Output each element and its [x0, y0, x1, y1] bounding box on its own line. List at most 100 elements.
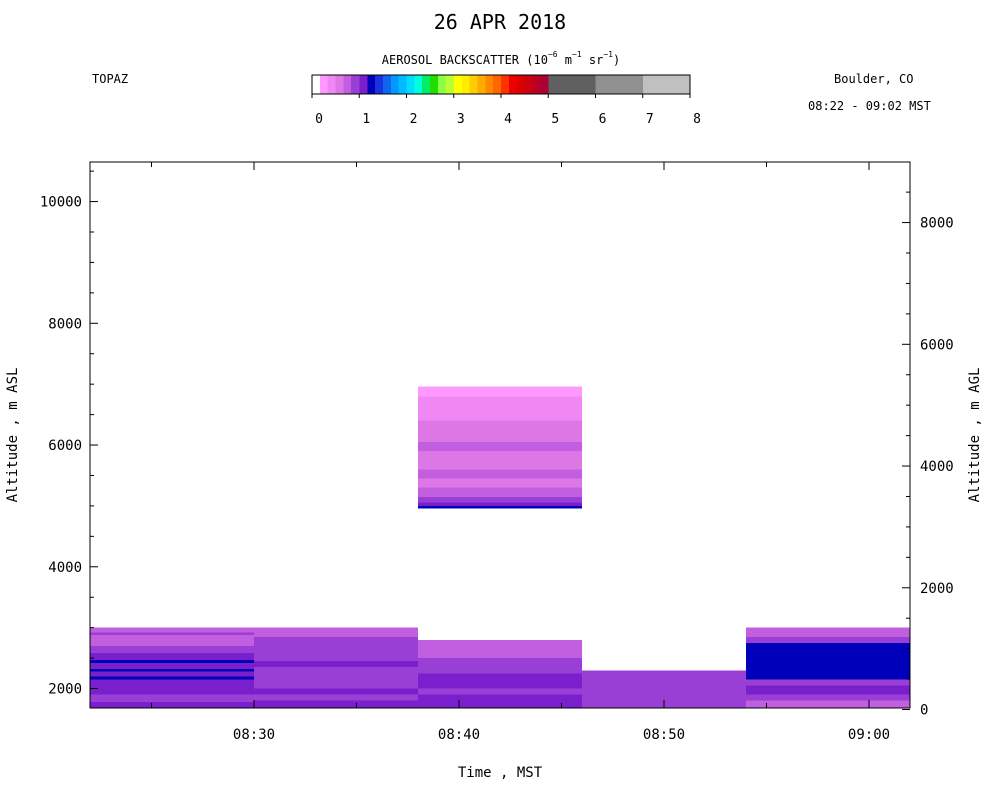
y-right-tick-label: 4000 [920, 459, 954, 475]
heatmap-cell [90, 662, 254, 670]
colorbar-tick-label: 4 [504, 112, 512, 127]
heatmap-cell [90, 645, 254, 654]
colorbar-swatch [390, 75, 399, 94]
heatmap-cell [90, 653, 254, 660]
plot-frame [89, 161, 911, 709]
colorbar-swatch [492, 75, 501, 94]
colorbar-swatch [406, 75, 415, 94]
heatmap-cell [418, 487, 582, 497]
heatmap-cell [90, 688, 254, 695]
y-right-tick-label: 2000 [920, 581, 954, 597]
time-range-label: 08:22 - 09:02 MST [808, 99, 931, 113]
x-tick-label: 08:50 [643, 727, 685, 743]
heatmap-cell [418, 502, 582, 506]
colorbar-swatch [430, 75, 439, 94]
colorbar-title-text: ) [613, 53, 621, 67]
colorbar-swatch [343, 75, 352, 94]
heatmap-cell [418, 658, 582, 668]
heatmap-cell [254, 682, 418, 689]
heatmap-cell [746, 664, 910, 680]
colorbar-swatch [485, 75, 493, 94]
colorbar-title-text: sr [581, 53, 604, 67]
colorbar-swatch [327, 75, 336, 94]
x-tick-label: 08:30 [233, 727, 275, 743]
heatmap-cell [254, 655, 418, 662]
heatmap-cell [746, 636, 910, 643]
heatmap-cell [418, 694, 582, 701]
heatmap-cell [746, 627, 910, 631]
heatmap-cell [418, 700, 582, 708]
heatmap-cell [418, 396, 582, 409]
colorbar-tick-label: 7 [646, 112, 654, 127]
colorbar-swatch [398, 75, 407, 94]
heatmap-cell [582, 670, 746, 677]
colorbar-swatch [453, 75, 462, 94]
colorbar-swatch [335, 75, 344, 94]
colorbar-tick-label: 3 [457, 112, 465, 127]
heatmap-cell [254, 667, 418, 674]
y-left-tick-label: 8000 [48, 316, 82, 332]
heatmap-cell [418, 667, 582, 674]
heatmap-cell [90, 659, 254, 663]
heatmap-cell [254, 636, 418, 646]
colorbar-swatch [548, 75, 596, 94]
heatmap-cell [418, 420, 582, 433]
colorbar-title-text: AEROSOL BACKSCATTER (10 [381, 53, 548, 67]
heatmap-cell [254, 688, 418, 695]
axes: 08:30 08:40 08:50 09:00 2000 4000 6000 8000 1000… [5, 161, 983, 781]
colorbar-swatch [516, 75, 525, 94]
heatmap-cell [418, 432, 582, 442]
heatmap-cell [746, 630, 910, 637]
instrument-label: TOPAZ [92, 72, 129, 86]
colorbar-tick-label: 6 [599, 112, 607, 127]
colorbar-swatch [477, 75, 486, 94]
colorbar-swatch [422, 75, 431, 94]
heatmap-cell [418, 408, 582, 421]
heatmap-cell [254, 694, 418, 701]
heatmap-cell [254, 627, 418, 631]
colorbar-title: AEROSOL BACKSCATTER (10−6 m−1 sr−1) [312, 50, 690, 67]
heatmap-cell [418, 679, 582, 689]
colorbar-swatch [642, 75, 690, 94]
colorbar-swatch [414, 75, 423, 94]
colorbar-title-exp: −1 [572, 50, 582, 59]
y-right-tick-label: 8000 [920, 216, 954, 232]
colorbar-swatch [445, 75, 454, 94]
colorbar-tick-label: 1 [362, 112, 370, 127]
y-left-tick-label: 4000 [48, 560, 82, 576]
heatmap-cell [746, 642, 910, 665]
colorbar-swatch [524, 75, 533, 94]
colorbar-title-exp: −6 [547, 50, 558, 59]
colorbar-swatch [469, 75, 478, 94]
colorbar-swatch [367, 75, 375, 94]
colorbar-swatch [374, 75, 383, 94]
colorbar-swatch [312, 75, 321, 94]
heatmap-cell [254, 645, 418, 656]
colorbar-tick-label: 5 [551, 112, 559, 127]
heatmap-cell [254, 661, 418, 668]
y-right-axis-label: Altitude , m AGL [967, 368, 983, 503]
heatmap-cell [418, 673, 582, 680]
heatmap-cell [746, 700, 910, 708]
colorbar-swatch [359, 75, 368, 94]
colorbar-swatch [501, 75, 510, 94]
colorbar-tick-label: 2 [410, 112, 418, 127]
heatmap-cell [254, 630, 418, 637]
heatmap-cell [746, 685, 910, 695]
plot-area [90, 386, 910, 708]
heatmap-cell [418, 386, 582, 397]
heatmap-cell [90, 669, 254, 672]
colorbar-title-exp: −1 [603, 50, 613, 59]
heatmap-cell [254, 700, 418, 708]
heatmap-cell [582, 682, 746, 692]
y-right-tick-label: 6000 [920, 337, 954, 353]
colorbar-swatch [595, 75, 643, 94]
colorbar-title-text: m [557, 53, 573, 67]
heatmap-cell [90, 671, 254, 677]
y-left-tick-label: 10000 [40, 195, 82, 211]
x-tick-label: 08:40 [438, 727, 480, 743]
heatmap-cell [90, 676, 254, 680]
y-left-tick-label: 6000 [48, 438, 82, 454]
heatmap-cell [90, 694, 254, 702]
colorbar-swatch [532, 75, 541, 94]
